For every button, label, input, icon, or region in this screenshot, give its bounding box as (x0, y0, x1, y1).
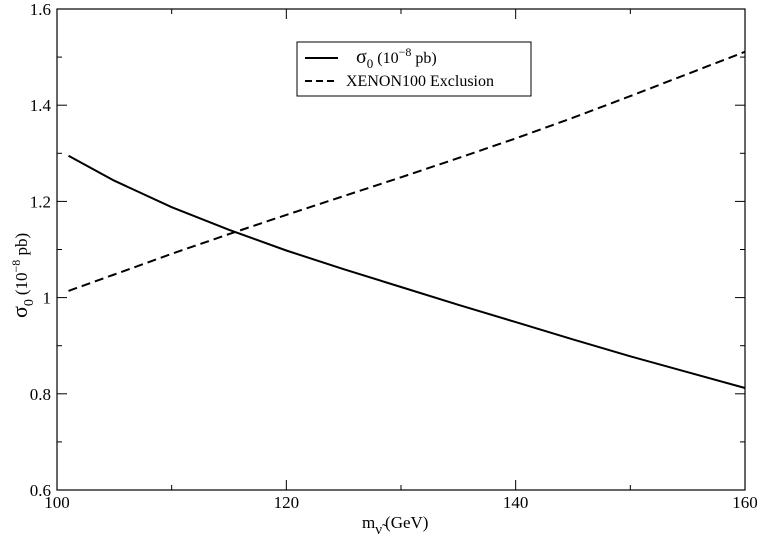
y-axis-label-unit-exponent: −8 (9, 260, 23, 273)
legend-box (296, 41, 532, 97)
y-tick-label: 1.4 (30, 96, 52, 115)
legend-entry-sigma: σ0 (10−8 pb) (356, 45, 437, 71)
legend-sigma-unit-prefix: (10 (373, 50, 398, 67)
x-axis-label: mν̃ (GeV) (362, 513, 428, 536)
x-axis-label-symbol: m (362, 513, 375, 532)
x-axis-label-subscript: ν̃ (375, 522, 387, 536)
legend-sigma-unit-exponent: −8 (399, 45, 412, 59)
plot-frame (56, 8, 746, 491)
legend-sigma-symbol: σ (356, 46, 367, 68)
y-tick-label: 0.8 (30, 385, 51, 404)
legend-entry-xenon: XENON100 Exclusion (346, 73, 494, 90)
tick-labels: 100 120 140 160 0.6 0.8 1 1.2 1.4 1.6 (30, 0, 758, 512)
y-axis-label-unit-prefix: (10 (12, 272, 31, 295)
series-line-1 (68, 50, 746, 292)
y-axis-label: σ0 (10−8 pb) (7, 233, 37, 318)
y-axis-label-symbol: σ (7, 306, 32, 318)
x-tick-label: 140 (503, 493, 529, 512)
legend: σ0 (10−8 pb) XENON100 Exclusion (296, 41, 532, 97)
series-line-0 (68, 154, 746, 389)
x-tick-label: 120 (274, 493, 300, 512)
y-tick-label: 0.6 (30, 481, 51, 500)
y-tick-label: 1.2 (30, 192, 51, 211)
y-axis-label-subscript: 0 (22, 299, 37, 306)
x-tick-label: 100 (44, 493, 70, 512)
x-tick-label: 160 (732, 493, 758, 512)
legend-sigma-subscript: 0 (367, 56, 374, 71)
y-tick-label: 1 (43, 289, 52, 308)
y-axis-label-unit-suffix: pb) (12, 233, 31, 260)
legend-sigma-unit-suffix: pb) (411, 50, 436, 67)
series-lines (68, 50, 746, 389)
y-tick-label: 1.6 (30, 0, 51, 19)
x-axis-label-unit: (GeV) (385, 513, 428, 532)
